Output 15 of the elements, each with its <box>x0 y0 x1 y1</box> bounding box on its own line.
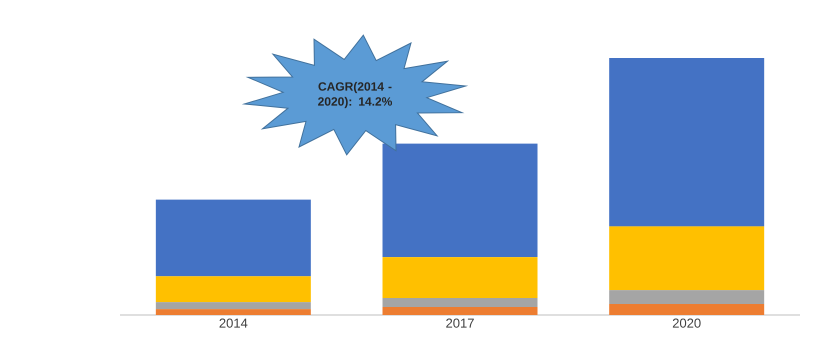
bar <box>609 290 764 304</box>
bar <box>382 307 538 315</box>
bar <box>382 298 538 308</box>
x-tick-label: 2014 <box>220 318 248 328</box>
bar <box>156 276 311 302</box>
bar <box>156 302 311 310</box>
bar <box>382 257 538 298</box>
x-tick-label: 2017 <box>446 318 474 328</box>
bar <box>609 226 764 290</box>
bar <box>156 200 311 276</box>
bar <box>609 304 764 315</box>
bar <box>609 58 764 226</box>
annotation: CAGR(2014 - 2020): 14.2% <box>318 82 392 108</box>
x-tick-label: 2020 <box>672 318 701 328</box>
bar <box>156 309 311 315</box>
